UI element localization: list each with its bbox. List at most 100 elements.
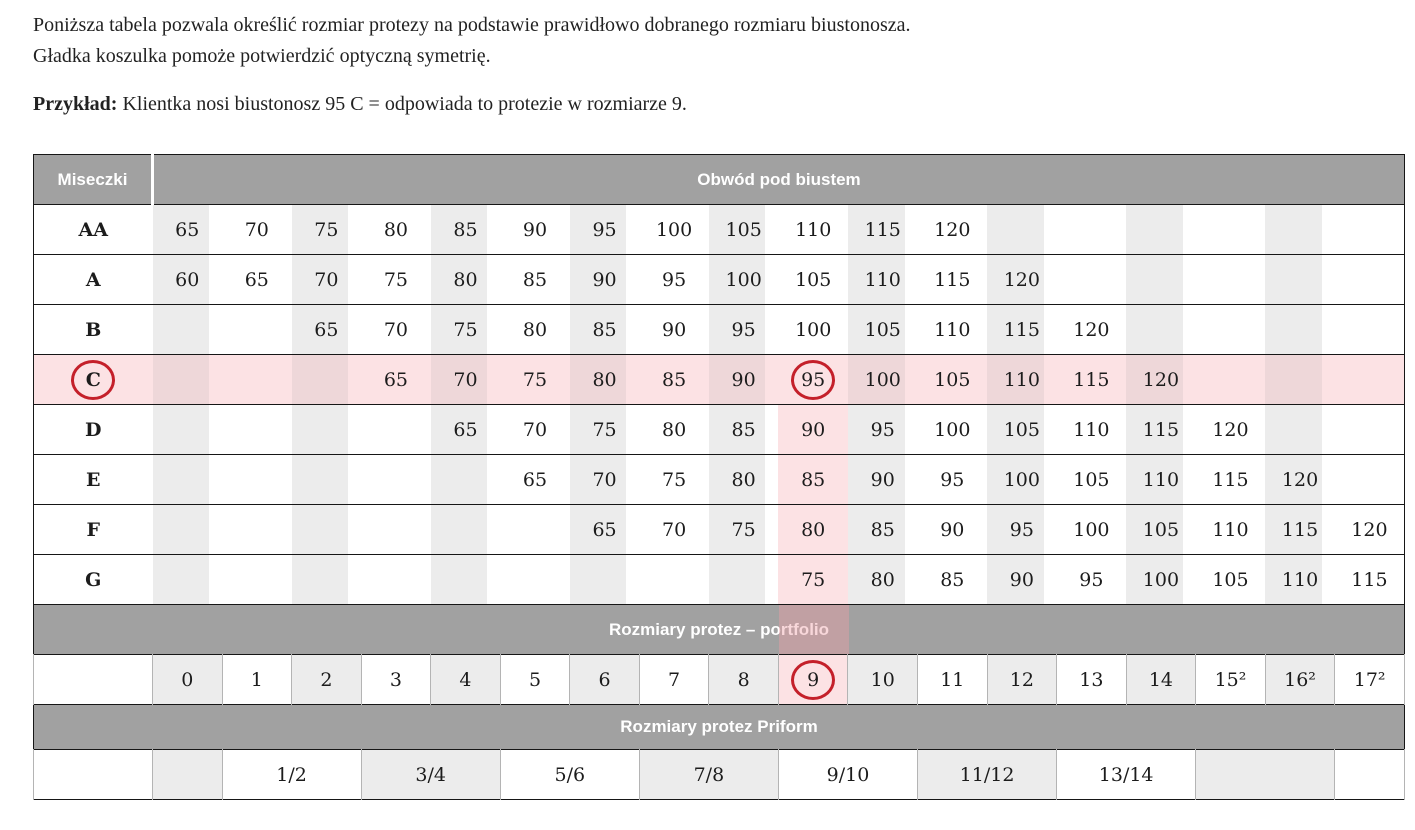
bra-band-cell: 95 bbox=[778, 354, 848, 405]
cup-label-F: F bbox=[34, 505, 153, 555]
cup-label-B-value: B bbox=[85, 318, 102, 341]
bra-band-cell-value: 70 bbox=[662, 518, 687, 541]
bra-band-cell: 80 bbox=[361, 205, 431, 255]
prosthesis-size-cell: 15² bbox=[1195, 654, 1266, 705]
bra-band-cell: 85 bbox=[708, 404, 779, 455]
bra-band-cell-value: 80 bbox=[870, 568, 895, 591]
bra-band-cell: 100 bbox=[639, 205, 709, 255]
bra-band-cell-value: 110 bbox=[1073, 418, 1110, 441]
bra-band-cell: 110 bbox=[847, 254, 918, 305]
prosthesis-size-cell: 6 bbox=[569, 654, 640, 705]
priform-size-cell-value: 3/4 bbox=[415, 763, 446, 786]
bra-band-cell: 120 bbox=[1057, 305, 1127, 355]
bra-band-cell: 65 bbox=[152, 204, 223, 255]
bra-band-cell bbox=[1334, 354, 1405, 405]
bra-band-cell: 75 bbox=[569, 404, 640, 455]
bra-band-cell: 80 bbox=[639, 405, 709, 455]
cup-row-A: A 60 65 70 75 80 85 90 95 100 105 110 115 120 bbox=[33, 254, 1405, 305]
prosthesis-size-cell-value: 8 bbox=[737, 668, 750, 691]
bra-band-cell bbox=[569, 554, 640, 605]
bra-band-cell bbox=[1335, 455, 1405, 505]
bra-band-cell: 110 bbox=[1126, 454, 1196, 505]
bra-band-cell-value: 95 bbox=[731, 318, 756, 341]
cups-column-header: Miseczki bbox=[33, 154, 154, 205]
bra-band-cell: 65 bbox=[569, 504, 640, 555]
prosthesis-size-cell: 16² bbox=[1264, 654, 1336, 705]
bra-band-cell bbox=[291, 354, 362, 405]
bra-band-cell bbox=[291, 404, 362, 455]
bra-band-cell: 100 bbox=[847, 354, 918, 405]
bra-band-cell: 105 bbox=[917, 354, 988, 405]
bra-band-cell bbox=[361, 455, 431, 505]
bra-band-cell-value: 90 bbox=[522, 218, 548, 241]
bra-band-cell bbox=[291, 504, 362, 555]
bra-band-cell: 65 bbox=[430, 404, 501, 455]
cup-label-D: D bbox=[34, 405, 153, 455]
bra-band-cell: 115 bbox=[1335, 555, 1405, 605]
bra-band-cell: 70 bbox=[222, 205, 292, 255]
bra-band-cell: 105 bbox=[1126, 504, 1196, 555]
bra-band-cell: 120 bbox=[987, 254, 1057, 305]
prosthesis-size-cell-value: 3 bbox=[389, 668, 402, 691]
bra-band-cell: 95 bbox=[1057, 555, 1127, 605]
bra-band-cell: 70 bbox=[639, 505, 709, 555]
bra-band-cell: 110 bbox=[987, 354, 1057, 405]
cup-label-A: A bbox=[34, 255, 153, 305]
prosthesis-size-cell: 12 bbox=[986, 654, 1058, 705]
bra-band-cell-value: 60 bbox=[175, 268, 200, 291]
bra-band-cell: 95 bbox=[569, 204, 640, 255]
bra-band-cell-value: 120 bbox=[1351, 518, 1388, 541]
bra-band-cell: 105 bbox=[1196, 555, 1266, 605]
priform-size-cell: 5/6 bbox=[499, 749, 640, 800]
bra-band-cell-value: 105 bbox=[1212, 568, 1249, 591]
prosthesis-size-cell-value: 4 bbox=[459, 668, 472, 691]
bra-band-cell: 100 bbox=[918, 405, 988, 455]
bra-band-cell-value: 80 bbox=[662, 418, 687, 441]
bra-band-cell: 100 bbox=[987, 454, 1057, 505]
bra-band-cell: 110 bbox=[1057, 405, 1127, 455]
bra-band-cell bbox=[152, 554, 223, 605]
bra-band-cell-value: 95 bbox=[801, 368, 826, 391]
bra-band-cell: 110 bbox=[1196, 505, 1266, 555]
bra-band-cell bbox=[500, 505, 570, 555]
bra-band-cell: 60 bbox=[152, 254, 223, 305]
bra-band-cell bbox=[1195, 354, 1266, 405]
bra-band-cell: 120 bbox=[1335, 505, 1405, 555]
cup-label-C-value: C bbox=[85, 368, 101, 391]
bra-band-cell: 80 bbox=[500, 305, 570, 355]
bra-band-cell: 65 bbox=[361, 354, 431, 405]
priform-size-cell bbox=[1195, 749, 1336, 800]
bra-band-cell-value: 85 bbox=[522, 268, 548, 291]
priform-size-cell-value: 1/2 bbox=[276, 763, 307, 786]
priform-size-cell: 9/10 bbox=[777, 749, 919, 800]
bra-band-cell: 90 bbox=[639, 305, 709, 355]
bra-band-cell-value: 90 bbox=[1009, 568, 1034, 591]
priform-band-header: Rozmiary protez Priform bbox=[33, 704, 1405, 750]
bra-band-cell: 80 bbox=[778, 504, 848, 555]
prosthesis-size-cell-value: 7 bbox=[668, 668, 681, 691]
bra-band-cell-value: 120 bbox=[1142, 368, 1180, 391]
cup-row-D: D 65 70 75 80 85 90 95 100 105 110 115 120 bbox=[33, 404, 1405, 455]
cup-label-B: B bbox=[34, 305, 153, 355]
cup-label-A-value: A bbox=[85, 268, 101, 291]
cup-row-B: B 65 70 75 80 85 90 95 100 105 110 115 120 bbox=[33, 304, 1405, 355]
prosthesis-size-cell-value: 15² bbox=[1214, 668, 1247, 691]
cup-label-G: G bbox=[34, 555, 153, 605]
example-label: Przykład: bbox=[33, 93, 118, 115]
priform-size-cell: 11/12 bbox=[917, 749, 1058, 800]
bra-band-cell: 105 bbox=[1057, 455, 1127, 505]
bra-band-cell bbox=[708, 554, 779, 605]
bra-band-cell-value: 90 bbox=[592, 268, 617, 291]
bra-band-cell: 70 bbox=[430, 354, 501, 405]
bra-band-cell-value: 115 bbox=[1351, 568, 1388, 591]
prosthesis-size-cell: 11 bbox=[917, 654, 988, 705]
bra-band-cell-value: 90 bbox=[870, 468, 895, 491]
bra-band-cell bbox=[222, 354, 292, 405]
bra-band-cell-value: 115 bbox=[1142, 418, 1180, 441]
bra-band-cell bbox=[361, 405, 431, 455]
table-header-row: Miseczki Obwód pod biustem bbox=[33, 154, 1405, 205]
bra-band-cell: 95 bbox=[918, 455, 988, 505]
bra-band-cell: 105 bbox=[847, 304, 918, 355]
priform-size-cell-value: 11/12 bbox=[959, 763, 1015, 786]
prosthesis-size-cell-value: 14 bbox=[1148, 668, 1174, 691]
